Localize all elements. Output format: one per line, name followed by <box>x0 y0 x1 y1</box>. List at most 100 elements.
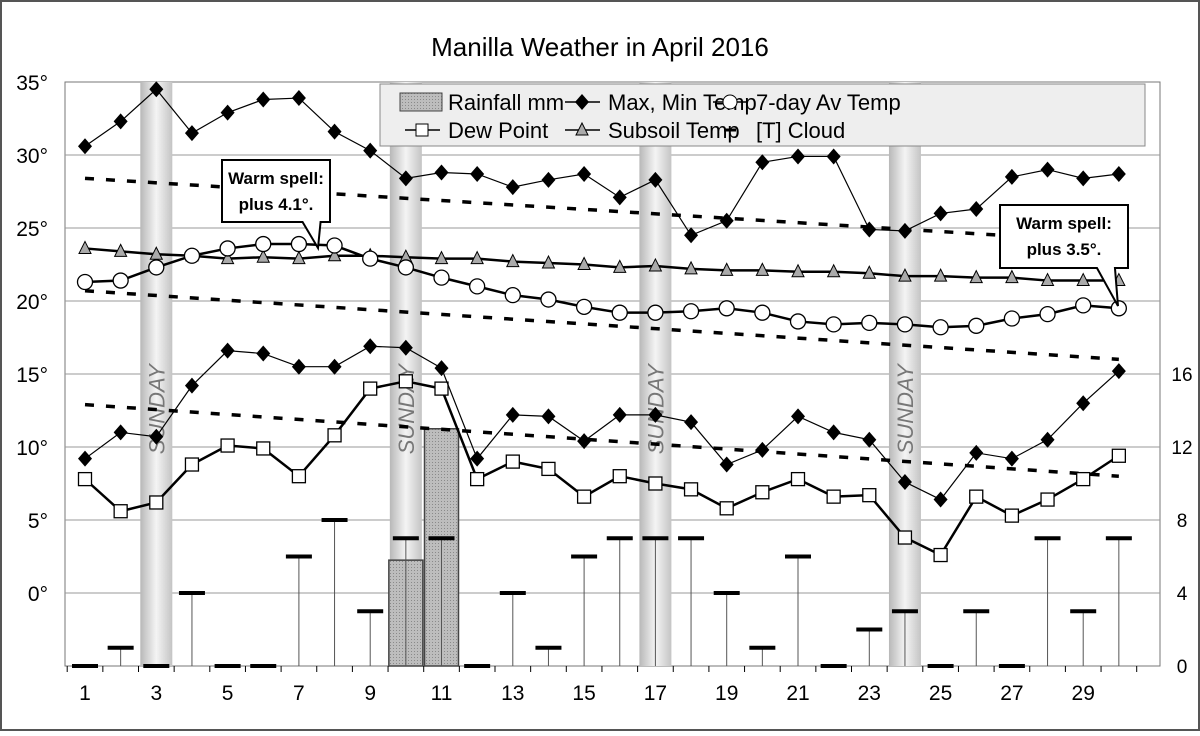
x-tick-label: 13 <box>501 682 524 705</box>
x-tick-label: 29 <box>1072 682 1095 705</box>
min-temp-point <box>220 342 235 359</box>
legend-label: Subsoil Temp <box>608 118 740 143</box>
subsoil-point <box>1076 272 1091 287</box>
subsoil-point <box>969 269 984 284</box>
max-temp-point <box>78 138 92 155</box>
avg-temp-point <box>825 316 842 333</box>
dew-point-point <box>1004 508 1020 523</box>
avg-temp-point <box>397 259 415 276</box>
subsoil-point <box>826 263 841 278</box>
x-tick-label: 25 <box>929 682 952 705</box>
max-temp-point <box>291 90 306 107</box>
max-temp-point <box>398 170 413 187</box>
callout-line1: Warm spell: <box>228 169 324 188</box>
callout-box <box>221 159 331 252</box>
y-left-tick-label: 15° <box>16 364 48 387</box>
sunday-band <box>140 82 173 666</box>
subsoil-point <box>470 250 484 265</box>
callout-box <box>999 204 1129 307</box>
y-right-tick-label: 0 <box>1177 657 1188 678</box>
subsoil-point <box>684 260 698 275</box>
avg-temp-point <box>682 303 700 320</box>
dew-point-point <box>256 441 271 456</box>
min-temp-point <box>363 338 378 355</box>
avg-temp-point <box>433 269 450 286</box>
avg-temp-point <box>968 317 985 334</box>
x-tick-label: 9 <box>364 682 376 705</box>
legend-label: Dew Point <box>448 118 548 143</box>
y-left-tick-label: 0° <box>28 583 48 606</box>
subsoil-line <box>84 247 1119 282</box>
x-tick-label: 21 <box>786 682 809 705</box>
avg-temp-point <box>255 235 272 253</box>
max-temp-point <box>505 179 520 196</box>
x-tick-label: 11 <box>431 682 453 705</box>
avg-temp-point <box>112 272 129 289</box>
dew-point-point <box>434 381 449 396</box>
legend-box <box>379 83 1146 147</box>
max-temp-point <box>327 123 342 140</box>
subsoil-point <box>505 253 520 268</box>
x-tick-label: 27 <box>1000 682 1023 705</box>
subsoil-point <box>541 254 556 269</box>
dew-point-point <box>505 454 520 469</box>
max-temp-point <box>220 104 235 121</box>
max-temp-point <box>149 81 164 98</box>
subsoil-point <box>898 268 912 282</box>
dew-point-point <box>398 374 414 389</box>
legend-diamond-icon <box>575 94 589 110</box>
min-temp-point <box>684 414 699 431</box>
avg-temp-point <box>290 235 308 253</box>
subsoil-point <box>292 250 306 265</box>
dew-point-point <box>862 488 877 503</box>
avg-temp-point <box>1110 300 1127 317</box>
y-left-tick-label: 10° <box>16 437 48 460</box>
max-temp-point <box>256 91 271 108</box>
subsoil-point <box>862 265 877 279</box>
avg-temp-point <box>540 291 557 308</box>
max-temp-point <box>719 212 734 229</box>
min-temp-point <box>969 444 984 461</box>
max-temp-point <box>1076 170 1091 187</box>
y-right-tick-label: 4 <box>1177 584 1188 605</box>
avg-temp-point <box>754 304 771 321</box>
legend-square-icon <box>415 123 429 137</box>
max-temp-point <box>113 113 128 130</box>
subsoil-point <box>1005 269 1019 284</box>
legend-label: [T] Cloud <box>756 118 845 143</box>
dew-point-point <box>1111 448 1126 463</box>
avg-temp-point <box>932 319 949 336</box>
min-temp-point <box>1076 395 1091 412</box>
subsoil-point <box>791 263 805 278</box>
avg-temp-point <box>575 298 593 315</box>
min-temp-point <box>398 339 413 356</box>
y-right-tick-label: 12 <box>1171 438 1192 459</box>
avg-temp-point <box>789 313 807 330</box>
min-temp-point <box>862 431 877 448</box>
max-temp-point <box>684 227 699 244</box>
dew-point-point <box>220 438 235 453</box>
max-temp-point <box>933 205 948 222</box>
avg-temp-point <box>219 240 236 257</box>
callout-line2: plus 4.1°. <box>239 195 314 214</box>
min-temp-point <box>291 358 306 375</box>
trend-line <box>84 289 1119 362</box>
dew-point-point <box>719 501 734 516</box>
max-temp-point <box>862 221 877 238</box>
dew-point-point <box>77 471 93 487</box>
subsoil-point <box>1040 272 1055 287</box>
min-temp-point <box>791 408 805 425</box>
min-temp-point <box>1111 363 1126 380</box>
x-tick-label: 23 <box>858 682 881 705</box>
avg-temp-point <box>76 273 94 291</box>
avg-temp-point <box>1075 297 1092 314</box>
subsoil-point <box>648 257 663 272</box>
subsoil-point <box>612 259 627 273</box>
max-temp-point <box>434 164 449 181</box>
min-temp-point <box>897 474 912 491</box>
y-left-tick-label: 35° <box>16 72 48 95</box>
avg-temp-point <box>468 278 486 295</box>
avg-temp-point <box>861 314 878 332</box>
subsoil-point <box>220 250 235 265</box>
avg-temp-point <box>362 250 379 267</box>
